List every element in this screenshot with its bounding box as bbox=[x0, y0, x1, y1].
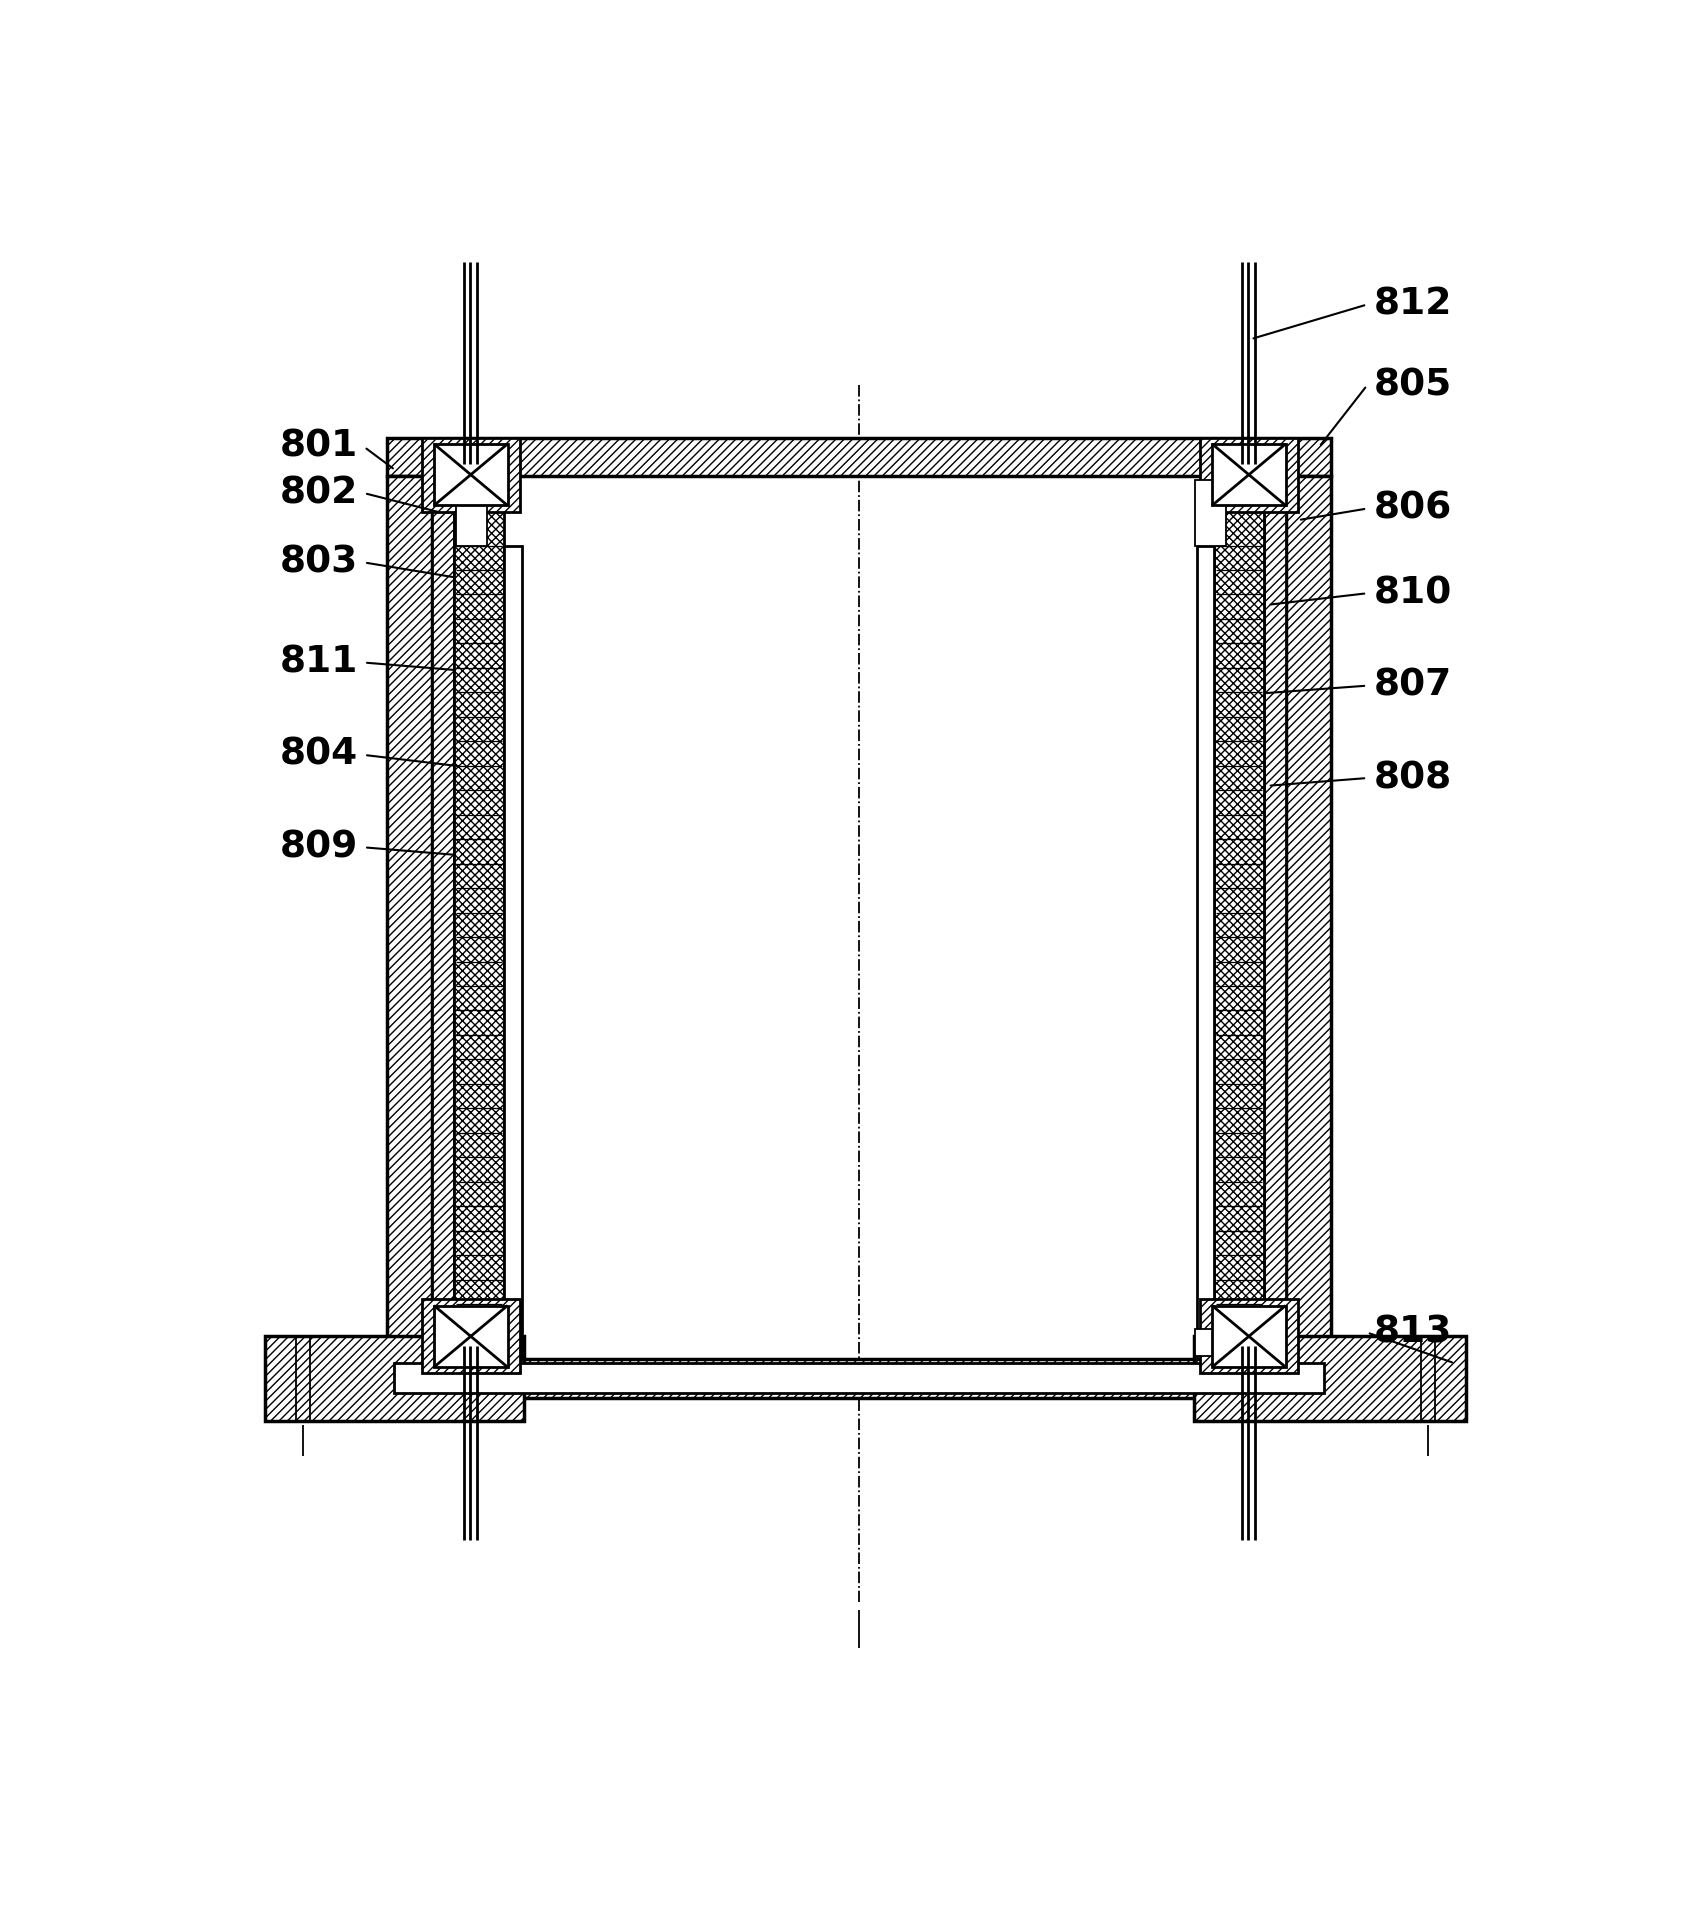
Bar bbox=[504, 546, 521, 1359]
Bar bbox=[433, 443, 507, 505]
Bar bbox=[265, 1336, 524, 1421]
Bar bbox=[388, 438, 1330, 476]
Bar bbox=[1195, 480, 1226, 546]
Bar bbox=[1200, 438, 1298, 511]
Bar bbox=[455, 1328, 487, 1355]
Text: 811: 811 bbox=[280, 644, 357, 681]
Bar bbox=[1286, 476, 1330, 1398]
Bar bbox=[422, 1299, 519, 1373]
Bar bbox=[433, 1305, 507, 1367]
Bar bbox=[432, 476, 454, 1359]
Bar bbox=[1212, 1305, 1286, 1367]
Bar bbox=[388, 1359, 1330, 1398]
Bar bbox=[388, 476, 432, 1398]
Text: 801: 801 bbox=[280, 428, 357, 465]
Text: 809: 809 bbox=[280, 829, 357, 866]
Bar bbox=[455, 480, 487, 546]
Text: 805: 805 bbox=[1374, 368, 1452, 403]
Bar bbox=[1264, 476, 1286, 1359]
Bar bbox=[422, 438, 519, 511]
Bar bbox=[1194, 1336, 1467, 1421]
Bar bbox=[1195, 1328, 1226, 1355]
Text: 812: 812 bbox=[1374, 287, 1452, 322]
Text: 804: 804 bbox=[280, 736, 357, 773]
Bar bbox=[1214, 476, 1264, 1359]
Text: 803: 803 bbox=[280, 544, 357, 580]
Text: 806: 806 bbox=[1374, 490, 1452, 526]
Text: 813: 813 bbox=[1374, 1315, 1452, 1350]
Bar bbox=[1197, 546, 1214, 1359]
Text: 802: 802 bbox=[280, 474, 357, 511]
Bar bbox=[393, 1363, 1325, 1392]
Bar bbox=[1212, 443, 1286, 505]
Bar bbox=[454, 476, 504, 1359]
Text: 808: 808 bbox=[1374, 760, 1452, 796]
Text: 807: 807 bbox=[1374, 667, 1452, 704]
Text: 810: 810 bbox=[1374, 575, 1452, 611]
Bar bbox=[1200, 1299, 1298, 1373]
